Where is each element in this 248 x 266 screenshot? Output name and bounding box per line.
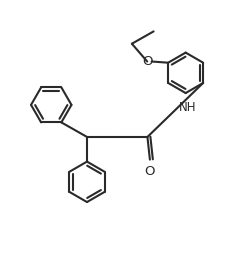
Text: O: O — [142, 55, 153, 68]
Text: O: O — [145, 165, 155, 178]
Text: NH: NH — [179, 101, 197, 114]
